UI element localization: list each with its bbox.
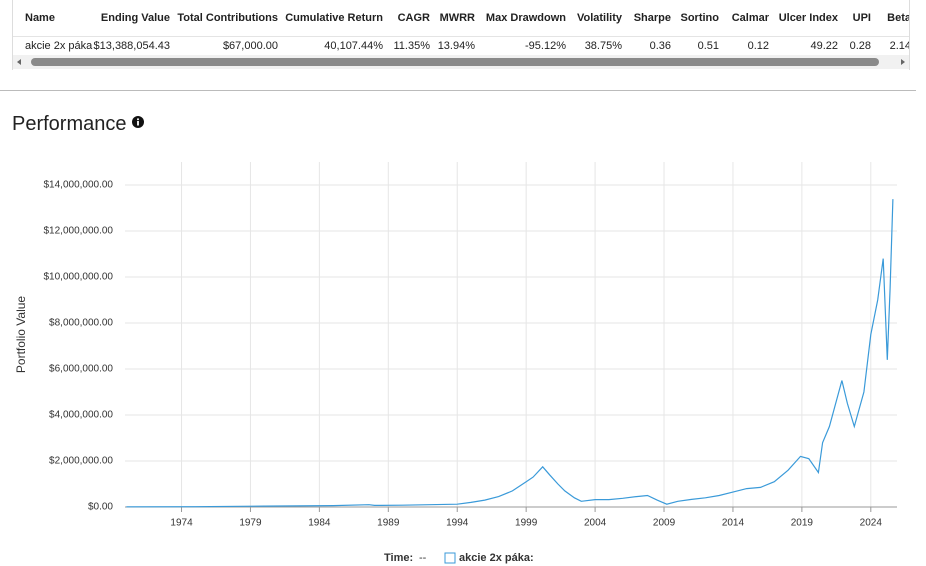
y-tick-label: $6,000,000.00 <box>49 364 113 375</box>
data-row: akcie 2x páka $13,388,054.43 $67,000.00 40,… <box>13 36 909 56</box>
title-text: Performance <box>12 113 127 135</box>
column-header: Ulcer Index <box>778 12 838 24</box>
cell: -95.12% <box>475 36 566 56</box>
legend-time-value: -- <box>419 552 427 564</box>
cell: 13.94% <box>430 36 475 56</box>
column-header: Name <box>25 12 55 24</box>
x-tick-label: 1979 <box>239 518 262 529</box>
cell: $13,388,054.43 <box>93 36 170 56</box>
y-tick-label: $10,000,000.00 <box>43 272 113 283</box>
column-header: CAGR <box>397 12 430 24</box>
x-tick-label: 1999 <box>515 518 538 529</box>
cell: 2.14 <box>871 36 909 56</box>
x-tick-label: 1984 <box>308 518 331 529</box>
column-header: Beta <box>887 12 910 24</box>
x-tick-label: 2014 <box>722 518 745 529</box>
cell: 0.51 <box>671 36 719 56</box>
x-tick-label: 2024 <box>860 518 883 529</box>
column-header: Sortino <box>680 12 720 24</box>
scroll-thumb[interactable] <box>31 58 879 66</box>
stats-table: Name Ending Value Total Contributions Cumul… <box>13 0 910 56</box>
column-header: Ending Value <box>100 12 170 24</box>
y-tick-label: $12,000,000.00 <box>43 226 113 237</box>
stats-table-wrap: Name Ending Value Total Contributions Cumul… <box>12 0 910 70</box>
x-tick-label: 2009 <box>653 518 676 529</box>
column-header: Max Drawdown <box>485 12 566 24</box>
y-tick-label: $8,000,000.00 <box>49 318 113 329</box>
y-tick-label: $2,000,000.00 <box>49 456 113 467</box>
x-tick-label: 1994 <box>446 518 469 529</box>
info-icon[interactable] <box>132 116 145 128</box>
cell: 49.22 <box>769 36 838 56</box>
x-tick-label: 2004 <box>584 518 607 529</box>
section-title: Performance <box>12 113 145 136</box>
cell: 0.12 <box>719 36 769 56</box>
scroll-arrows <box>17 59 905 65</box>
y-tick-label: $0.00 <box>88 502 113 513</box>
divider <box>0 90 916 91</box>
column-header: MWRR <box>439 12 475 24</box>
column-header: UPI <box>852 12 871 24</box>
data-line <box>126 199 894 508</box>
cell: $67,000.00 <box>170 36 278 56</box>
y-tick-label: $14,000,000.00 <box>43 180 113 191</box>
column-header: Total Contributions <box>177 12 278 24</box>
cell: 0.28 <box>838 36 871 56</box>
x-tick-label: 1974 <box>170 518 193 529</box>
legend-swatch <box>444 552 456 564</box>
cell: 11.35% <box>383 36 430 56</box>
cell: 40,107.44% <box>278 36 383 56</box>
legend-time-label: Time: <box>384 552 413 564</box>
column-header: Volatility <box>576 12 622 24</box>
scrollbar[interactable] <box>13 55 909 69</box>
x-tick-label: 1989 <box>377 518 400 529</box>
y-axis-label: Portfolio Value <box>14 296 28 373</box>
column-header: Calmar <box>731 12 769 24</box>
y-tick-label: $4,000,000.00 <box>49 410 113 421</box>
column-header: Sharpe <box>633 12 671 24</box>
legend-series-label: akcie 2x páka: <box>459 552 534 564</box>
column-header: Cumulative Return <box>285 12 383 24</box>
cell: 38.75% <box>566 36 622 56</box>
cell: akcie 2x páka <box>13 36 93 56</box>
x-tick-label: 2019 <box>791 518 814 529</box>
cell: 0.36 <box>622 36 671 56</box>
header-row: Name Ending Value Total Contributions Cumul… <box>13 0 910 37</box>
